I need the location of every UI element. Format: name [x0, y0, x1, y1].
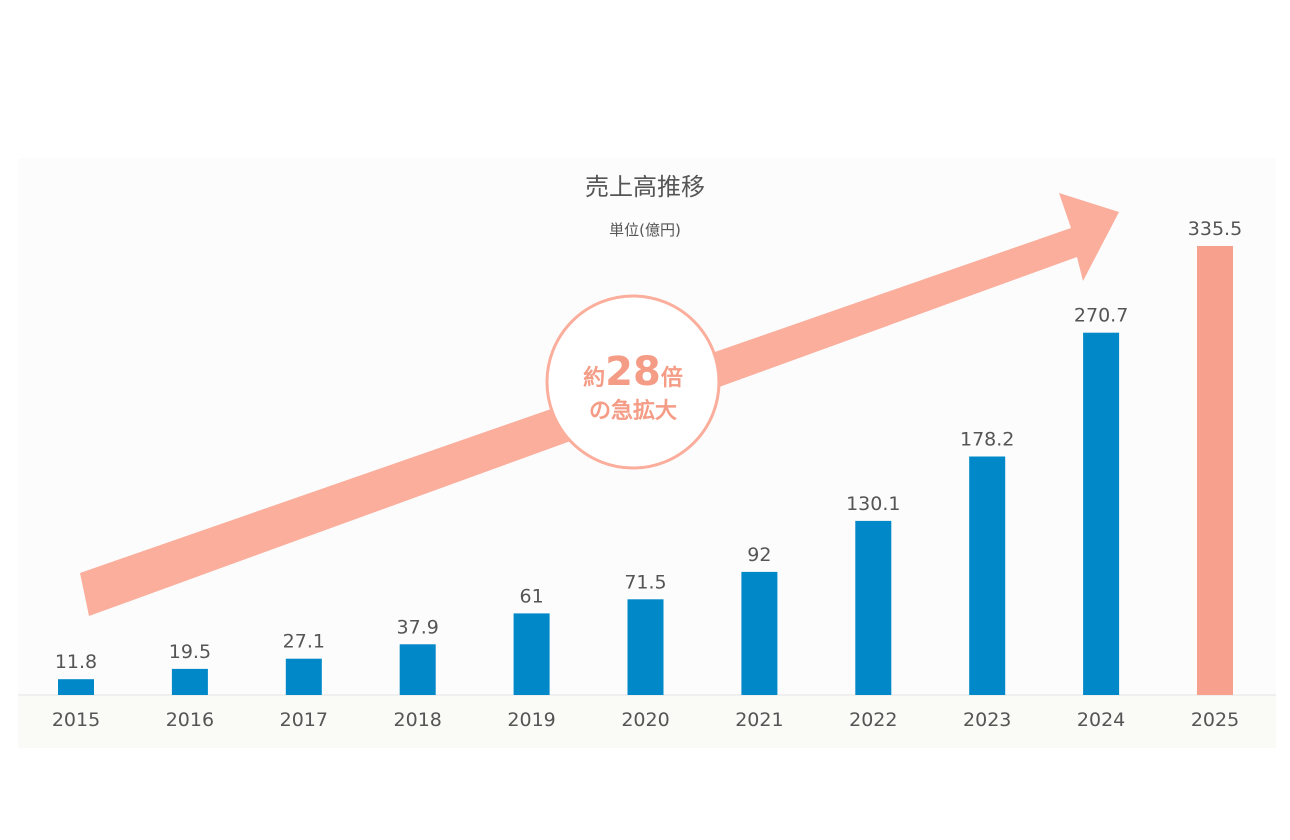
callout-number: 28	[605, 349, 661, 395]
x-tick-label-2016: 2016	[166, 709, 214, 731]
x-tick-label-2020: 2020	[621, 709, 669, 731]
bar-2023	[969, 456, 1006, 695]
x-tick-label-2024: 2024	[1077, 709, 1125, 731]
value-label-2020: 71.5	[624, 571, 666, 593]
value-label-2018: 37.9	[397, 616, 439, 638]
bar-2017	[285, 658, 322, 695]
growth-callout-line1: 約28倍	[583, 349, 683, 395]
value-label-2017: 27.1	[283, 631, 325, 653]
growth-callout-line2: の急拡大	[589, 398, 677, 424]
bars-group: 11.8 2015 19.5 2016 27.1 2017 37.9 2018 61 2019 71…	[52, 218, 1242, 731]
bar-2024	[1083, 332, 1120, 695]
bar-2016	[171, 668, 208, 695]
bar-2020	[627, 599, 664, 695]
callout-prefix: 約	[583, 365, 605, 391]
bar-2022	[855, 520, 892, 695]
x-axis-band	[18, 695, 1276, 748]
value-label-2016: 19.5	[169, 641, 211, 663]
growth-callout-circle	[545, 294, 721, 470]
x-tick-label-2022: 2022	[849, 709, 897, 731]
x-tick-label-2017: 2017	[280, 709, 328, 731]
bar-2025	[1197, 246, 1233, 695]
x-tick-label-2019: 2019	[507, 709, 555, 731]
chart-title: 売上高推移	[585, 173, 705, 201]
x-tick-label-2025: 2025	[1191, 709, 1239, 731]
x-tick-label-2023: 2023	[963, 709, 1011, 731]
value-label-2025: 335.5	[1188, 218, 1242, 240]
x-tick-label-2021: 2021	[735, 709, 783, 731]
bar-2021	[741, 571, 778, 695]
bar-2018	[399, 644, 436, 695]
value-label-2024: 270.7	[1074, 305, 1128, 327]
x-tick-label-2018: 2018	[394, 709, 442, 731]
callout-suffix: 倍	[661, 365, 683, 391]
value-label-2023: 178.2	[960, 429, 1014, 451]
value-label-2022: 130.1	[846, 493, 900, 515]
bar-2015	[58, 679, 94, 695]
chart-subtitle: 単位(億円)	[609, 221, 681, 239]
value-label-2019: 61	[520, 585, 544, 607]
value-label-2021: 92	[747, 544, 771, 566]
bar-2019	[513, 613, 550, 695]
value-label-2015: 11.8	[55, 651, 97, 673]
x-tick-label-2015: 2015	[52, 709, 100, 731]
